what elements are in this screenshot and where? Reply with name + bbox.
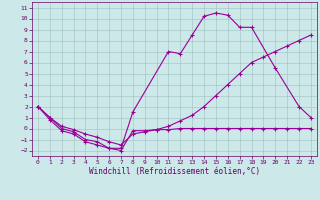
X-axis label: Windchill (Refroidissement éolien,°C): Windchill (Refroidissement éolien,°C) [89, 167, 260, 176]
